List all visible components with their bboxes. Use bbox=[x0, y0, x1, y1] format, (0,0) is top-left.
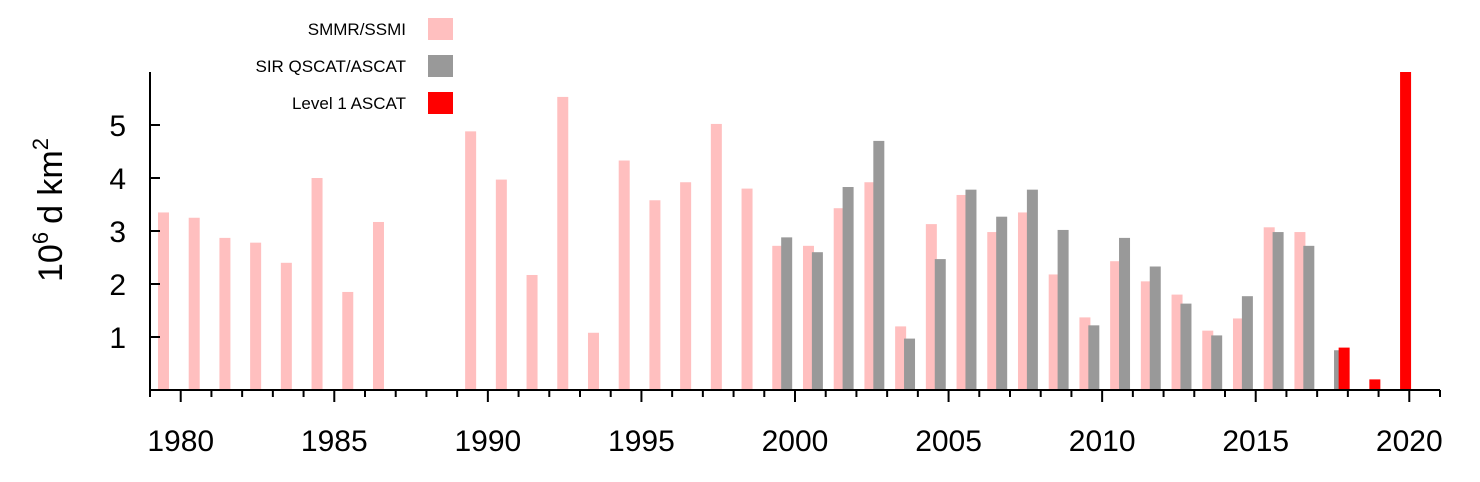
bar-series-0 bbox=[1110, 261, 1122, 390]
bar-series-0 bbox=[557, 96, 569, 390]
bar-series-0 bbox=[895, 326, 907, 390]
y-ticks: 1 2 3 4 5 bbox=[109, 110, 160, 355]
x-tick-label: 2015 bbox=[1222, 425, 1289, 458]
bar-series-1 bbox=[811, 252, 823, 390]
bar-series-1 bbox=[873, 140, 885, 390]
bar-series-0 bbox=[1140, 281, 1152, 390]
bar-series-1 bbox=[1088, 325, 1100, 390]
bar-series-0 bbox=[1079, 317, 1091, 390]
bar-series-0 bbox=[311, 178, 323, 390]
x-tick-label: 1995 bbox=[608, 425, 675, 458]
bar-series-0 bbox=[680, 182, 692, 390]
bar-series-1 bbox=[842, 187, 854, 390]
x-tick-label: 2000 bbox=[762, 425, 829, 458]
bar-series-1 bbox=[965, 189, 977, 390]
legend-label: Level 1 ASCAT bbox=[292, 94, 406, 113]
legend-swatch bbox=[428, 92, 453, 114]
bar-series-0 bbox=[864, 182, 876, 390]
bar-series-0 bbox=[710, 123, 722, 390]
y-tick-label: 1 bbox=[109, 322, 126, 355]
bar-series-0 bbox=[802, 245, 814, 390]
bar-series-0 bbox=[465, 131, 477, 391]
x-tick-label: 1980 bbox=[147, 425, 214, 458]
y-tick-label: 2 bbox=[109, 269, 126, 302]
legend-swatch bbox=[428, 55, 453, 77]
bar-series-2 bbox=[1400, 72, 1412, 390]
bar-series-0 bbox=[280, 262, 292, 390]
bar-series-2 bbox=[1369, 379, 1381, 390]
bar-series-0 bbox=[618, 160, 630, 390]
bar-series-2 bbox=[1338, 347, 1350, 390]
legend: SMMR/SSMI SIR QSCAT/ASCAT Level 1 ASCAT bbox=[255, 18, 453, 114]
legend-label: SIR QSCAT/ASCAT bbox=[255, 57, 406, 76]
bar-series-0 bbox=[741, 188, 753, 390]
bar-series-1 bbox=[1026, 189, 1038, 390]
bar-series-1 bbox=[1272, 232, 1284, 390]
y-axis-label-base: 10 bbox=[32, 244, 70, 282]
bar-series-0 bbox=[1263, 227, 1275, 390]
bar-series-0 bbox=[250, 242, 262, 390]
bar-series-0 bbox=[219, 237, 231, 390]
legend-swatch bbox=[428, 18, 453, 40]
x-tick-label: 1990 bbox=[454, 425, 521, 458]
bar-series-1 bbox=[996, 216, 1008, 390]
bar-series-0 bbox=[1017, 212, 1029, 390]
bar-series-1 bbox=[781, 237, 793, 390]
bar-series-0 bbox=[342, 291, 354, 390]
bar-series-0 bbox=[649, 200, 661, 390]
bar-series-0 bbox=[1048, 274, 1060, 390]
bar-series-1 bbox=[1149, 266, 1161, 390]
y-axis-label-unit-exponent: 2 bbox=[28, 138, 53, 150]
bars-layer bbox=[157, 72, 1412, 391]
bar-series-0 bbox=[157, 212, 169, 390]
bar-series-1 bbox=[1180, 303, 1192, 390]
bar-series-0 bbox=[587, 332, 599, 390]
bar-series-1 bbox=[1057, 229, 1069, 390]
bar-series-1 bbox=[904, 338, 916, 390]
x-tick-label: 2005 bbox=[915, 425, 982, 458]
x-tick-label: 2020 bbox=[1376, 425, 1443, 458]
bar-series-0 bbox=[833, 208, 845, 390]
y-tick-label: 3 bbox=[109, 216, 126, 249]
bar-series-1 bbox=[1119, 237, 1131, 390]
bar-series-0 bbox=[987, 232, 999, 390]
y-tick-label: 5 bbox=[109, 110, 126, 143]
bar-series-0 bbox=[1232, 318, 1244, 390]
bar-series-0 bbox=[772, 245, 784, 390]
y-axis-label: 106 d km2 bbox=[28, 138, 70, 282]
bar-series-0 bbox=[495, 179, 507, 390]
bar-series-0 bbox=[1202, 330, 1214, 390]
bar-series-0 bbox=[526, 274, 538, 390]
y-tick-label: 4 bbox=[109, 163, 126, 196]
bar-series-0 bbox=[372, 221, 384, 390]
x-tick-label: 1985 bbox=[301, 425, 368, 458]
bar-series-1 bbox=[1241, 296, 1253, 390]
bar-series-1 bbox=[1211, 335, 1223, 390]
legend-label: SMMR/SSMI bbox=[308, 20, 406, 39]
bar-series-0 bbox=[188, 217, 200, 390]
x-ticks: 1980 1985 1990 1995 2000 2005 2010 2015 2020 bbox=[147, 390, 1443, 458]
x-tick-label: 2010 bbox=[1069, 425, 1136, 458]
bar-series-0 bbox=[956, 194, 968, 390]
y-axis-label-unit: d km bbox=[32, 150, 70, 224]
bar-series-0 bbox=[925, 224, 937, 390]
bar-series-1 bbox=[1303, 245, 1315, 390]
y-axis-label-exponent: 6 bbox=[28, 232, 53, 244]
bar-series-0 bbox=[1171, 294, 1183, 390]
bar-series-0 bbox=[1294, 232, 1306, 390]
bar-series-1 bbox=[934, 259, 946, 390]
